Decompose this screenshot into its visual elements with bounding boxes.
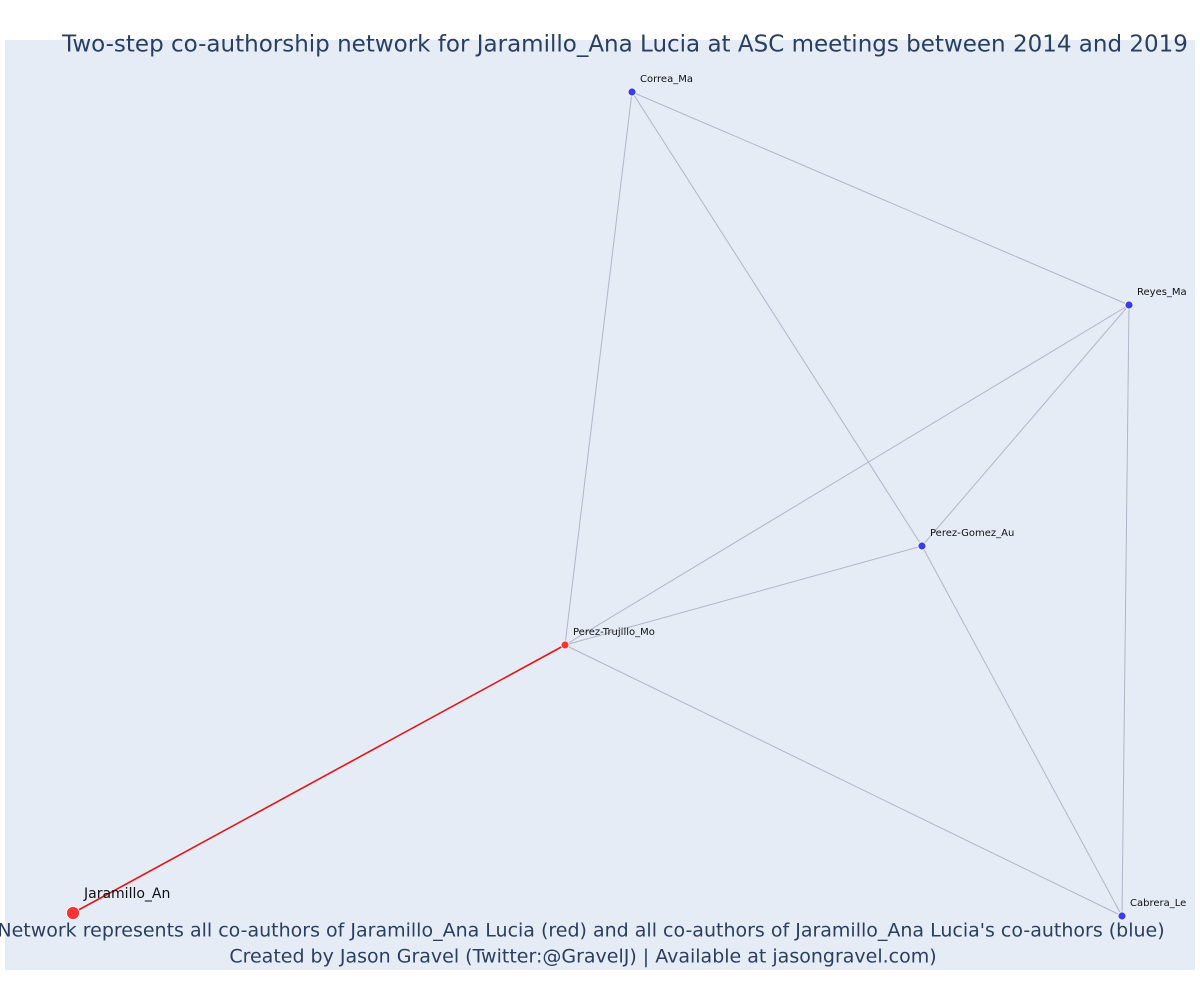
node: [1124, 300, 1134, 310]
footer-line: Created by Jason Gravel (Twitter:@Gravel…: [229, 946, 936, 968]
node: [66, 906, 80, 920]
node-label: Correa_Ma: [640, 74, 693, 85]
node-label: Perez-Trujillo_Mo: [573, 627, 655, 638]
node: [560, 640, 570, 650]
edge: [631, 91, 923, 547]
edge: [564, 91, 633, 646]
nodes: Jaramillo_An Perez-Trujillo_Mo Correa_Ma Re…: [66, 74, 1187, 921]
edge: [921, 545, 1123, 917]
edge: [1121, 304, 1130, 917]
footer-line: Network represents all co-authors of Jar…: [0, 920, 1165, 942]
node-label: Perez-Gomez_Au: [930, 528, 1014, 539]
node: [1117, 911, 1127, 921]
edge: [564, 545, 923, 646]
title: Two-step co-authorship network for Jaram…: [61, 32, 1188, 58]
node-label: Cabrera_Le: [1130, 898, 1186, 909]
edge: [921, 304, 1130, 547]
edge: [564, 304, 1130, 646]
edge: [564, 644, 1123, 917]
plot-background: [5, 40, 1195, 970]
node: [627, 87, 637, 97]
node-label: Reyes_Ma: [1137, 287, 1187, 298]
node-label: Jaramillo_An: [83, 886, 170, 902]
edges: [72, 91, 1130, 917]
edge: [72, 644, 566, 914]
edge: [631, 91, 1130, 306]
node: [917, 541, 927, 551]
